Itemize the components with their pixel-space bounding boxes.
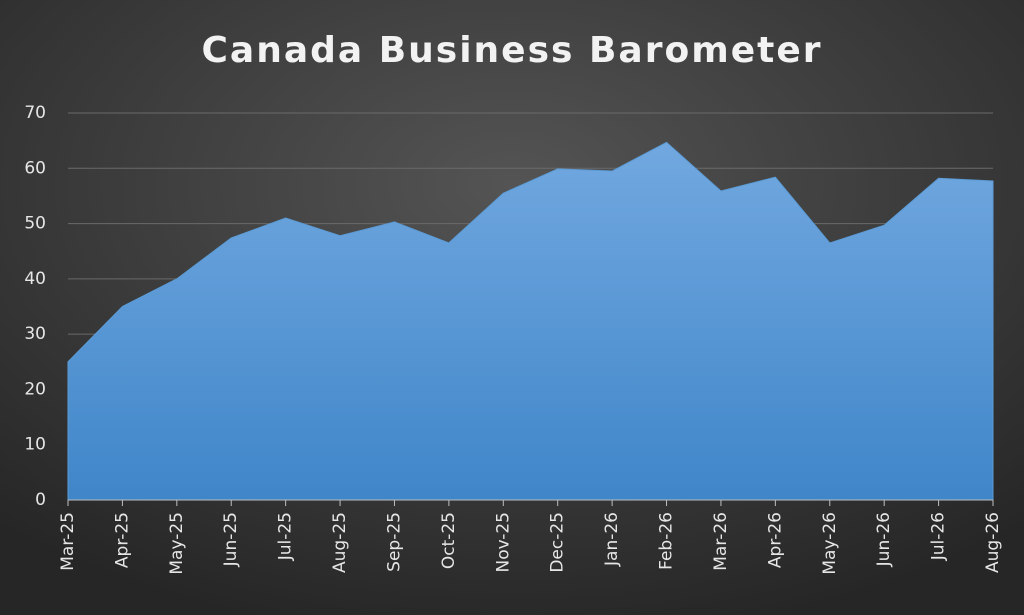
x-tick-label: Apr-26 bbox=[765, 512, 785, 568]
x-tick-label: Jul-26 bbox=[929, 512, 949, 561]
x-tick-label: Jun-25 bbox=[221, 512, 241, 567]
chart-title: Canada Business Barometer bbox=[201, 30, 822, 71]
x-tick-label: Mar-26 bbox=[711, 512, 731, 571]
x-tick-label: Mar-25 bbox=[58, 512, 78, 571]
x-tick-label: May-26 bbox=[820, 512, 840, 575]
x-tick-label: Jul-25 bbox=[276, 512, 296, 561]
x-tick-label: Aug-25 bbox=[330, 512, 350, 573]
y-tick-label: 0 bbox=[35, 490, 46, 510]
y-tick-label: 30 bbox=[24, 324, 46, 344]
x-tick-label: Apr-25 bbox=[112, 512, 132, 568]
y-tick-label: 40 bbox=[24, 269, 46, 289]
x-tick-label: Jan-26 bbox=[602, 512, 622, 567]
x-tick-label: Nov-25 bbox=[493, 512, 513, 573]
x-tick-label: Jun-26 bbox=[874, 512, 894, 567]
y-tick-label: 60 bbox=[24, 158, 46, 178]
x-tick-label: Sep-25 bbox=[384, 512, 404, 572]
y-tick-label: 20 bbox=[24, 379, 46, 399]
x-tick-label: Aug-26 bbox=[983, 512, 1003, 573]
x-tick-label: May-25 bbox=[167, 512, 187, 575]
x-tick-label: Feb-26 bbox=[657, 512, 677, 570]
y-tick-label: 10 bbox=[24, 435, 46, 455]
y-tick-label: 50 bbox=[24, 214, 46, 234]
y-tick-label: 70 bbox=[24, 103, 46, 123]
area bbox=[67, 141, 994, 501]
x-tick-label: Dec-25 bbox=[548, 512, 568, 573]
x-tick-label: Oct-25 bbox=[439, 512, 459, 569]
